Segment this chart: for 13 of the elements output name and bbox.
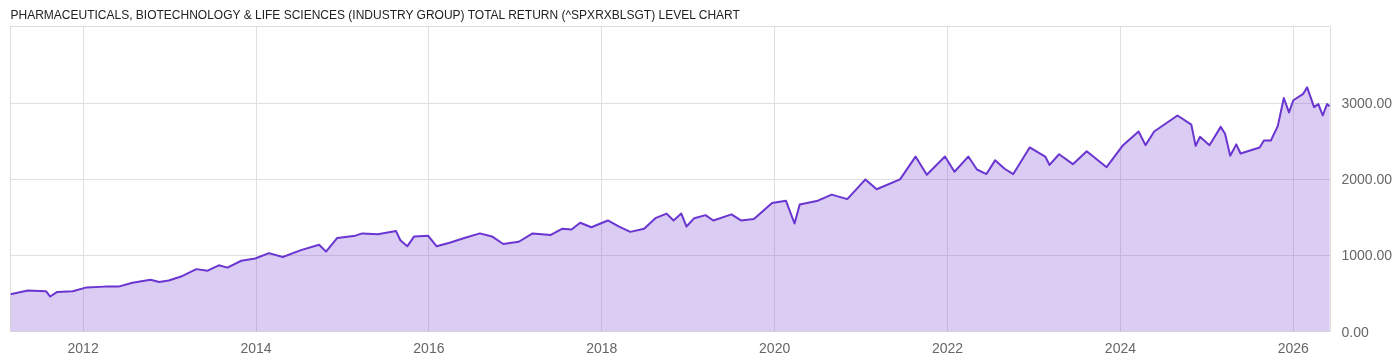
x-tick-label: 2016: [413, 339, 445, 356]
x-tick-label: 2020: [759, 339, 791, 356]
y-tick-label: 0.00: [1341, 323, 1369, 340]
x-tick-label: 2026: [1277, 339, 1310, 356]
x-tick-label: 2012: [67, 339, 99, 356]
x-tick-label: 2018: [586, 339, 618, 356]
x-tick-label: 2024: [1104, 339, 1137, 356]
y-tick-label: 3000.00: [1341, 95, 1393, 112]
x-tick-label: 2022: [931, 339, 964, 356]
x-tick-label: 2014: [240, 339, 272, 356]
y-tick-label: 1000.00: [1341, 247, 1393, 264]
chart-title: PHARMACEUTICALS, BIOTECHNOLOGY & LIFE SCIENCES (INDUSTRY GROUP) TOTAL RETURN (^SPXRXBLSGT) LEVEL CHART: [10, 7, 741, 22]
y-tick-label: 2000.00: [1341, 171, 1393, 188]
